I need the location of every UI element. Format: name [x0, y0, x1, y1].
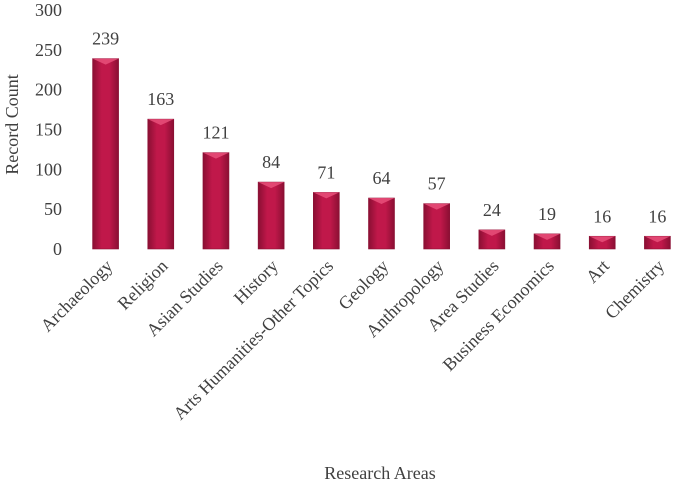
- bar-bevel: [589, 236, 616, 243]
- bar-body: [92, 58, 119, 250]
- x-tick-label: History: [230, 256, 282, 308]
- bar: [644, 235, 671, 250]
- bar-body: [147, 118, 175, 250]
- y-tick-label: 250: [35, 40, 62, 60]
- bars-group: 239 163 121 84 71 64 57 24 19 16 16: [92, 29, 671, 250]
- bar-bevel: [423, 203, 450, 210]
- bar: [257, 181, 285, 250]
- bar-bevel: [534, 233, 561, 240]
- data-label: 16: [648, 206, 666, 226]
- bar-body: [257, 181, 285, 250]
- data-label: 24: [483, 200, 501, 220]
- y-tick-label: 100: [35, 159, 62, 179]
- bar: [423, 203, 450, 250]
- y-tick-label: 200: [35, 80, 62, 100]
- bar: [588, 235, 616, 250]
- bar: [147, 118, 175, 250]
- bar-body: [423, 203, 450, 250]
- x-axis-title: Research Areas: [324, 463, 435, 483]
- y-axis-title: Record Count: [2, 74, 22, 175]
- x-tick-label: Chemistry: [601, 256, 668, 323]
- bar: [313, 192, 340, 250]
- bar-bevel: [368, 198, 395, 205]
- data-label: 57: [428, 174, 446, 194]
- bar-bevel: [478, 229, 505, 236]
- bar-body: [313, 192, 340, 250]
- data-label: 84: [262, 152, 280, 172]
- bar: [202, 152, 230, 250]
- y-tick-label: 50: [44, 199, 62, 219]
- bar: [533, 233, 561, 250]
- x-tick-label: Archaeology: [37, 256, 117, 336]
- bar: [368, 197, 395, 250]
- y-tick-label: 300: [35, 0, 62, 20]
- bar-bevel: [92, 58, 119, 65]
- y-axis: 0 50 100 150 200 250 300: [35, 0, 62, 259]
- bar-body: [368, 197, 395, 250]
- bar: [92, 58, 119, 250]
- data-label: 239: [92, 29, 119, 49]
- bar-bevel: [313, 192, 340, 199]
- bar-bevel: [644, 236, 671, 243]
- bar: [478, 229, 506, 250]
- y-tick-label: 0: [53, 239, 62, 259]
- data-label: 64: [373, 168, 391, 188]
- x-tick-label: Art: [582, 256, 613, 287]
- bar-body: [202, 152, 230, 250]
- bar-bevel: [258, 182, 285, 189]
- bar-bevel: [147, 119, 174, 126]
- data-label: 71: [317, 162, 335, 182]
- bar-bevel: [202, 152, 229, 159]
- data-label: 16: [593, 206, 611, 226]
- data-label: 163: [147, 89, 174, 109]
- data-label: 19: [538, 204, 556, 224]
- y-tick-label: 150: [35, 120, 62, 140]
- data-label: 121: [202, 123, 229, 143]
